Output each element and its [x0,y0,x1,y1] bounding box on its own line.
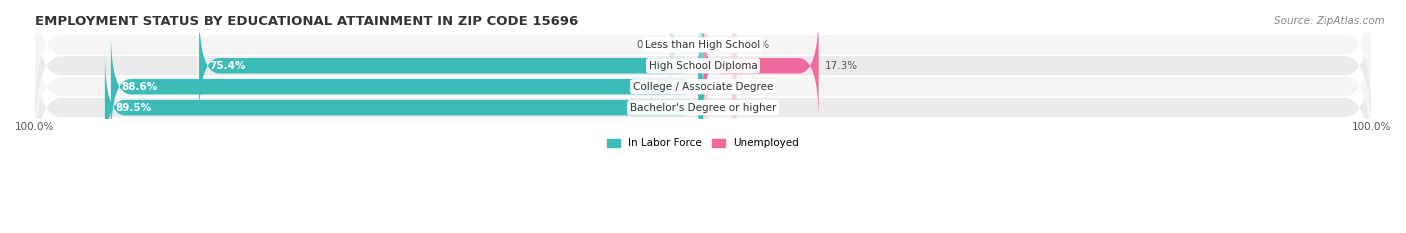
FancyBboxPatch shape [703,11,818,121]
Text: 0.0%: 0.0% [637,40,662,50]
FancyBboxPatch shape [703,32,737,142]
FancyBboxPatch shape [111,32,703,142]
FancyBboxPatch shape [703,0,737,100]
FancyBboxPatch shape [35,0,1371,119]
Text: Less than High School: Less than High School [645,40,761,50]
FancyBboxPatch shape [703,53,737,163]
FancyBboxPatch shape [35,34,1371,182]
Text: 88.6%: 88.6% [121,82,157,92]
Text: 0.0%: 0.0% [744,40,769,50]
Text: Source: ZipAtlas.com: Source: ZipAtlas.com [1274,16,1385,26]
Legend: In Labor Force, Unemployed: In Labor Force, Unemployed [603,134,803,153]
FancyBboxPatch shape [105,53,703,163]
Text: High School Diploma: High School Diploma [648,61,758,71]
Text: College / Associate Degree: College / Associate Degree [633,82,773,92]
Text: 75.4%: 75.4% [209,61,246,71]
Text: EMPLOYMENT STATUS BY EDUCATIONAL ATTAINMENT IN ZIP CODE 15696: EMPLOYMENT STATUS BY EDUCATIONAL ATTAINM… [35,15,578,28]
Text: 89.5%: 89.5% [115,103,150,113]
FancyBboxPatch shape [35,0,1371,140]
Text: 0.0%: 0.0% [744,82,769,92]
Text: 0.0%: 0.0% [744,103,769,113]
Text: Bachelor's Degree or higher: Bachelor's Degree or higher [630,103,776,113]
FancyBboxPatch shape [200,11,703,121]
FancyBboxPatch shape [35,13,1371,161]
Text: 17.3%: 17.3% [825,61,859,71]
FancyBboxPatch shape [669,0,703,100]
